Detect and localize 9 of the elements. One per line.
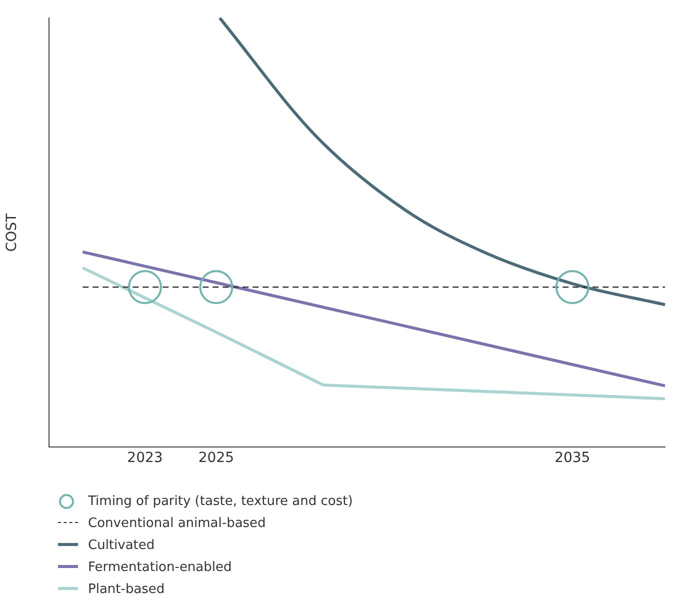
legend-label: Fermentation-enabled [88, 560, 232, 574]
legend-label: Cultivated [88, 538, 155, 552]
x-tick-label: 2025 [198, 450, 234, 466]
x-tick-label: 2023 [127, 450, 163, 466]
legend-label: Timing of parity (taste, texture and cost) [88, 494, 353, 508]
x-tick-label: 2035 [554, 450, 590, 466]
legend-label: Conventional animal-based [88, 516, 266, 530]
y-axis-title: COST [4, 213, 20, 252]
legend-label: Plant-based [88, 582, 165, 596]
